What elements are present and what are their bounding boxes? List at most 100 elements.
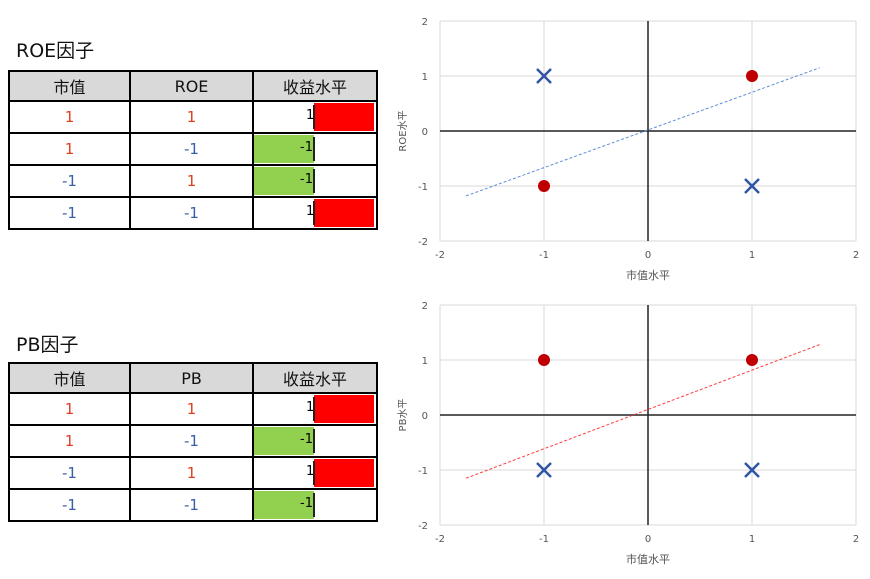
x-tick-label: -2 <box>435 250 445 261</box>
y-tick-label: -2 <box>418 521 428 532</box>
column-header-market-cap: 市值 <box>8 362 131 394</box>
pb-cell: 1 <box>129 392 254 426</box>
return-level-value: 1 <box>306 204 315 219</box>
circle-marker <box>746 354 758 366</box>
x-tick-label: 2 <box>853 534 859 545</box>
table-row: -1 -1 -1 <box>8 488 378 522</box>
return-level-cell: -1 <box>252 132 378 166</box>
y-tick-label: -1 <box>418 466 428 477</box>
return-level-value: -1 <box>300 172 313 187</box>
pb-cell: -1 <box>129 424 254 458</box>
x-tick-label: 0 <box>645 534 651 545</box>
y-tick-label: -1 <box>418 182 428 193</box>
circle-marker <box>538 354 550 366</box>
bar-axis-line <box>313 397 315 421</box>
y-tick-label: 1 <box>422 356 428 367</box>
negative-return-bar <box>254 491 314 519</box>
return-level-cell: -1 <box>252 164 378 198</box>
table-row: 1 -1 -1 <box>8 424 378 458</box>
market-cap-cell: 1 <box>8 132 131 166</box>
x-tick-label: 1 <box>749 250 755 261</box>
x-marker <box>744 462 760 478</box>
negative-return-bar <box>254 135 314 163</box>
y-tick-label: 2 <box>422 17 428 28</box>
bar-axis-line <box>313 169 315 193</box>
column-header-market-cap: 市值 <box>8 70 131 102</box>
table-row: -1 -1 1 <box>8 196 378 230</box>
y-tick-label: 0 <box>422 127 428 138</box>
x-tick-label: -2 <box>435 534 445 545</box>
pb-cell: 1 <box>129 456 254 490</box>
circle-marker <box>538 180 550 192</box>
x-tick-label: 0 <box>645 250 651 261</box>
negative-return-bar <box>254 167 314 195</box>
roe-scatter-chart: -2 -1 0 1 2 -2 -1 0 1 2 市值水平 ROE水平 <box>397 17 859 282</box>
return-level-cell: 1 <box>252 392 378 426</box>
roe-table: 市值 ROE 收益水平 1 1 1 1 -1 -1 -1 1 -1 <box>8 70 378 230</box>
market-cap-cell: 1 <box>8 392 131 426</box>
table-header-row: 市值 PB 收益水平 <box>8 362 378 394</box>
pb-table: 市值 PB 收益水平 1 1 1 1 -1 -1 -1 1 1 -1 <box>8 362 378 522</box>
y-tick-label: 1 <box>422 72 428 83</box>
market-cap-cell: 1 <box>8 100 131 134</box>
return-level-value: 1 <box>306 108 315 123</box>
return-level-cell: -1 <box>252 424 378 458</box>
positive-return-bar <box>314 459 374 487</box>
circle-marker <box>746 70 758 82</box>
bar-axis-line <box>313 137 315 161</box>
pb-cell: -1 <box>129 488 254 522</box>
y-tick-label: -2 <box>418 237 428 248</box>
table-header-row: 市值 ROE 收益水平 <box>8 70 378 102</box>
return-level-value: -1 <box>300 140 313 155</box>
pb-scatter-chart: -2 -1 0 1 2 -2 -1 0 1 2 市值水平 PB水平 <box>397 301 859 566</box>
market-cap-cell: -1 <box>8 456 131 490</box>
y-tick-label: 2 <box>422 301 428 312</box>
market-cap-cell: -1 <box>8 488 131 522</box>
x-tick-label: -1 <box>539 534 549 545</box>
roe-cell: 1 <box>129 100 254 134</box>
return-level-cell: 1 <box>252 456 378 490</box>
column-header-roe: ROE <box>129 70 254 102</box>
market-cap-cell: 1 <box>8 424 131 458</box>
table-row: 1 1 1 <box>8 100 378 134</box>
return-level-cell: -1 <box>252 488 378 522</box>
column-header-return-level: 收益水平 <box>252 362 378 394</box>
x-marker <box>536 462 552 478</box>
negative-return-bar <box>254 427 314 455</box>
return-level-value: 1 <box>306 464 315 479</box>
x-axis-title: 市值水平 <box>626 268 670 282</box>
x-marker <box>744 178 760 194</box>
bar-axis-line <box>313 105 315 129</box>
market-cap-cell: -1 <box>8 164 131 198</box>
x-tick-label: 2 <box>853 250 859 261</box>
roe-cell: -1 <box>129 132 254 166</box>
return-level-value: 1 <box>306 400 315 415</box>
return-level-cell: 1 <box>252 196 378 230</box>
table-row: -1 1 -1 <box>8 164 378 198</box>
pb-section-title: PB因子 <box>16 334 79 356</box>
bar-axis-line <box>313 201 315 225</box>
x-marker <box>536 68 552 84</box>
return-level-value: -1 <box>300 432 313 447</box>
roe-cell: -1 <box>129 196 254 230</box>
x-tick-label: 1 <box>749 534 755 545</box>
y-tick-label: 0 <box>422 411 428 422</box>
trendline <box>465 67 820 197</box>
return-level-value: -1 <box>300 496 313 511</box>
table-row: 1 1 1 <box>8 392 378 426</box>
roe-cell: 1 <box>129 164 254 198</box>
bar-axis-line <box>313 493 315 517</box>
bar-axis-line <box>313 429 315 453</box>
positive-return-bar <box>314 395 374 423</box>
table-row: 1 -1 -1 <box>8 132 378 166</box>
column-header-return-level: 收益水平 <box>252 70 378 102</box>
y-axis-title: ROE水平 <box>397 110 409 151</box>
x-axis-title: 市值水平 <box>626 552 670 566</box>
roe-section-title: ROE因子 <box>16 40 95 62</box>
bar-axis-line <box>313 461 315 485</box>
positive-return-bar <box>314 103 374 131</box>
positive-return-bar <box>314 199 374 227</box>
market-cap-cell: -1 <box>8 196 131 230</box>
y-axis-title: PB水平 <box>397 399 409 432</box>
x-tick-label: -1 <box>539 250 549 261</box>
